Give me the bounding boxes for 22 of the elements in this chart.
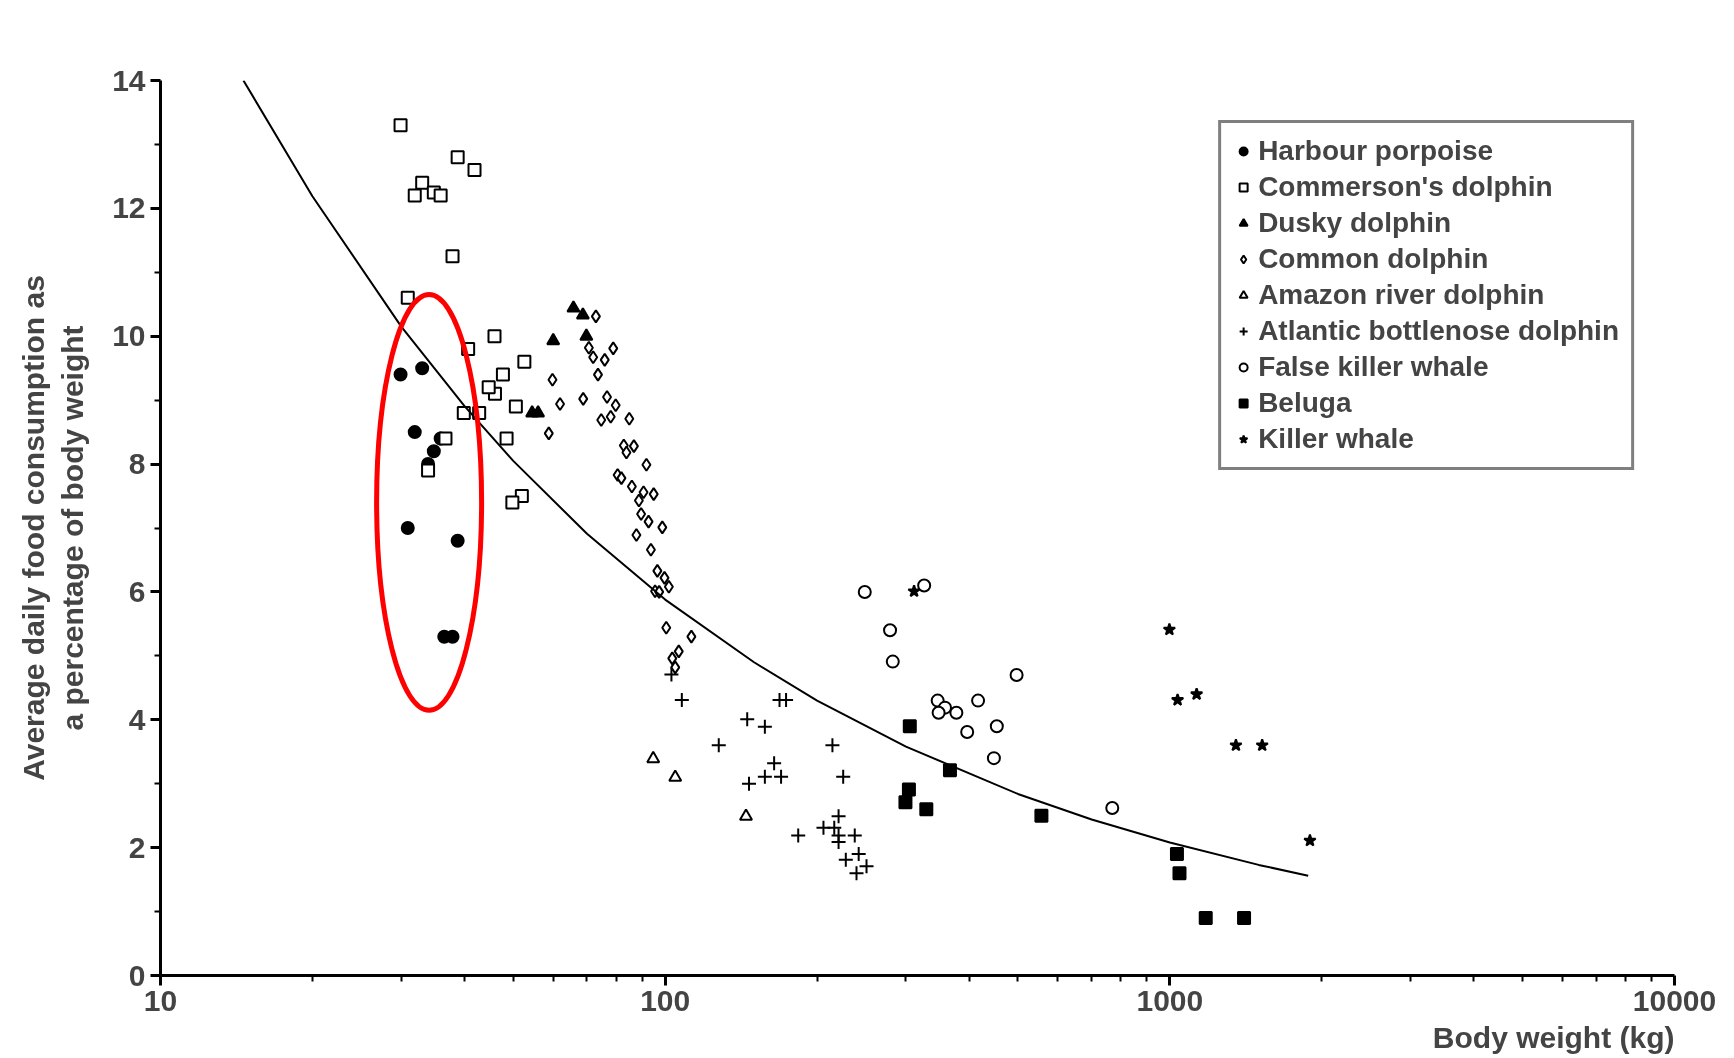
- x-axis-title: Body weight (kg): [1432, 1020, 1675, 1054]
- legend-label: Common dolphin: [1258, 243, 1489, 275]
- y-tick-label: 4: [128, 702, 146, 736]
- legend-label: Dusky dolphin: [1258, 207, 1452, 239]
- x-tick-label: 10000: [1632, 983, 1717, 1017]
- x-tick-label: 100: [640, 983, 691, 1017]
- y-tick-label: 2: [128, 830, 146, 864]
- legend-label: Harbour porpoise: [1258, 135, 1494, 167]
- legend-label: False killer whale: [1258, 351, 1489, 383]
- legend-label: Killer whale: [1258, 423, 1414, 455]
- y-tick-label: 0: [128, 958, 146, 992]
- x-tick-label: 1000: [1136, 983, 1204, 1017]
- y-tick-label: 8: [128, 447, 146, 481]
- y-tick-label: 12: [112, 191, 146, 225]
- legend-label: Atlantic bottlenose dolphin: [1258, 315, 1619, 347]
- legend-label: Beluga: [1258, 387, 1352, 419]
- y-axis-title: Average daily food consumption as a percentage of body weight: [16, 275, 90, 781]
- y-tick-label: 14: [112, 63, 146, 97]
- legend-label: Commerson's dolphin: [1258, 171, 1553, 203]
- y-tick-label: 10: [112, 319, 146, 353]
- y-tick-label: 6: [128, 574, 146, 608]
- legend-label: Amazon river dolphin: [1258, 279, 1545, 311]
